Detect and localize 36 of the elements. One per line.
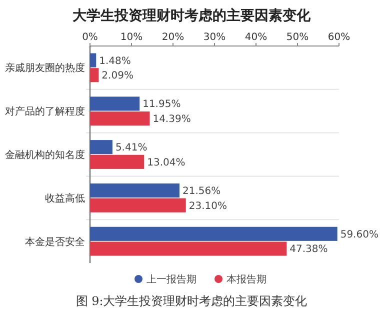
x-tick-label: 50%	[286, 32, 309, 43]
y-tick-label: 金融机构的知名度	[5, 149, 85, 161]
x-tick-label: 40%	[244, 32, 268, 43]
bar	[90, 198, 186, 212]
data-label: 1.48%	[99, 56, 131, 67]
chart-title: 大学生投资理财时考虑的主要因素变化	[72, 7, 312, 24]
bar	[90, 183, 180, 198]
data-label: 21.56%	[182, 186, 221, 197]
caption: 图 9:大学生投资理财时考虑的主要因素变化	[76, 294, 308, 308]
data-label: 5.41%	[115, 142, 148, 154]
data-label: 11.95%	[142, 99, 181, 110]
bar	[90, 53, 96, 68]
bar	[90, 111, 150, 126]
data-label: 47.38%	[290, 244, 328, 256]
data-label: 13.04%	[147, 157, 186, 168]
bar	[90, 140, 112, 154]
y-tick-label: 收益高低	[45, 192, 85, 204]
bar	[90, 242, 287, 256]
y-tick-label: 对产品的了解程度	[5, 106, 85, 118]
legend-label: 本报告期	[226, 274, 266, 286]
bar	[90, 68, 99, 82]
x-tick-label: 30%	[203, 32, 226, 43]
legend-label: 上一报告期	[146, 274, 196, 286]
x-tick-label: 60%	[328, 32, 350, 43]
x-tick-label: 10%	[120, 32, 143, 43]
bar	[90, 96, 140, 111]
data-label: 23.10%	[188, 200, 228, 212]
data-label: 59.60%	[340, 229, 378, 240]
x-tick-label: 0%	[82, 32, 98, 43]
y-tick-label: 亲戚朋友圈的热度	[5, 62, 85, 74]
x-tick-label: 20%	[162, 32, 184, 43]
bar	[90, 226, 338, 241]
y-tick-label: 本金是否安全	[25, 236, 85, 248]
data-label: 14.39%	[152, 114, 191, 126]
data-label: 2.09%	[102, 70, 134, 82]
bar	[90, 154, 144, 169]
